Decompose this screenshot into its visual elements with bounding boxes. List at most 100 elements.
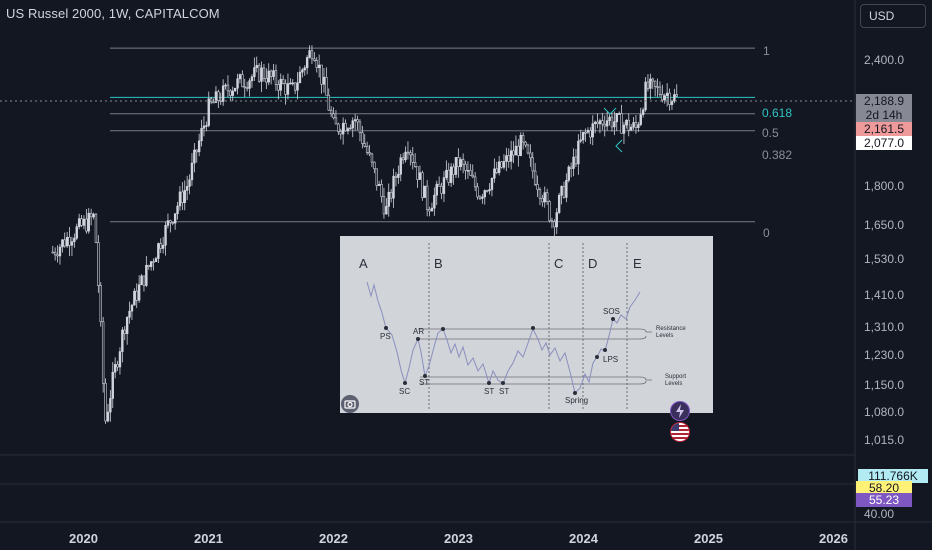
- candle-up: [317, 64, 321, 68]
- point-label-ps: PS: [380, 332, 391, 341]
- candle-up: [248, 80, 251, 89]
- point-label-ar: AR: [413, 327, 425, 336]
- candle-down: [152, 261, 155, 263]
- indicator-value-tag: 58.20: [856, 481, 912, 495]
- candle-up: [272, 70, 275, 77]
- resistance-levels-label: Resistance Levels: [656, 326, 686, 339]
- candle-down: [495, 168, 498, 173]
- candle-up: [164, 225, 167, 246]
- candle-up: [255, 65, 258, 69]
- candle-down: [589, 130, 592, 138]
- candle-down: [473, 176, 477, 188]
- candle-up: [445, 169, 448, 178]
- candle-up: [560, 186, 563, 196]
- candle-up: [593, 121, 597, 125]
- price-tick: 1,150.0: [864, 378, 905, 392]
- candle-up: [109, 398, 112, 413]
- candle-down: [97, 242, 100, 286]
- low-price-tag: 2,161.5: [856, 122, 912, 136]
- candle-down: [56, 254, 59, 257]
- date-tick: 2022: [319, 531, 348, 546]
- candle-down: [471, 174, 474, 178]
- candle-up: [555, 212, 558, 228]
- drawing-marker: [603, 107, 617, 115]
- candle-up: [92, 213, 95, 218]
- candle-down: [243, 86, 246, 89]
- candle-down: [440, 185, 443, 194]
- candle-down: [394, 175, 398, 178]
- lightning-icon[interactable]: [670, 401, 690, 421]
- candle-up: [483, 190, 486, 198]
- candle-down: [574, 156, 578, 165]
- candle-up: [61, 239, 64, 248]
- candle-up: [125, 316, 129, 334]
- candle-up: [605, 120, 609, 127]
- candle-up: [608, 116, 611, 121]
- candle-down: [464, 163, 467, 171]
- candle-down: [361, 132, 364, 144]
- fibonacci-retracement[interactable]: [110, 47, 755, 223]
- candle-down: [541, 197, 544, 203]
- currency-selector[interactable]: USD: [860, 4, 926, 28]
- candle-up: [454, 157, 458, 175]
- candle-down: [329, 109, 333, 115]
- candle-up: [490, 177, 494, 190]
- candle-up: [543, 192, 546, 203]
- candle-up: [649, 78, 652, 89]
- price-tick: 1,410.0: [864, 288, 905, 302]
- candle-up: [200, 128, 203, 142]
- candle-up: [341, 122, 345, 135]
- candle-up: [430, 207, 434, 212]
- candle-down: [334, 117, 338, 125]
- volume-tag: 111.766K: [858, 469, 928, 483]
- candle-down: [653, 80, 657, 87]
- candle-down: [389, 191, 393, 199]
- price-tick: 1,800.0: [864, 179, 905, 193]
- candle-down: [325, 76, 328, 96]
- price-tick: 1,530.0: [864, 252, 905, 266]
- candle-up: [632, 122, 635, 128]
- countdown-tag: 2d 14h: [856, 108, 912, 122]
- candle-up: [260, 67, 263, 82]
- candle-up: [207, 98, 210, 126]
- phase-label-d: D: [588, 256, 598, 271]
- candle-down: [356, 119, 359, 123]
- candle-down: [627, 119, 630, 131]
- candle-down: [337, 123, 340, 132]
- candle-up: [392, 175, 395, 199]
- candle-down: [293, 82, 297, 91]
- candle-up: [399, 157, 402, 175]
- candle-down: [195, 149, 198, 153]
- candle-up: [149, 261, 153, 267]
- candle-down: [257, 65, 261, 82]
- phase-label-e: E: [633, 256, 642, 271]
- candle-down: [284, 83, 287, 95]
- candle-up: [670, 100, 674, 105]
- camera-icon[interactable]: [341, 395, 359, 413]
- date-tick: 2021: [194, 531, 223, 546]
- candle-up: [613, 121, 616, 128]
- candle-down: [603, 123, 606, 127]
- candle-up: [238, 74, 242, 80]
- candle-down: [85, 218, 88, 232]
- candle-up: [377, 184, 381, 186]
- candle-up: [178, 191, 182, 207]
- candle-up: [202, 125, 206, 129]
- fib-label-1: 1: [763, 44, 770, 58]
- candle-down: [68, 236, 71, 246]
- chart-title[interactable]: US Russel 2000, 1W, CAPITALCOM: [6, 6, 220, 21]
- flag-icon[interactable]: [670, 422, 690, 442]
- candle-up: [591, 123, 594, 138]
- candle-down: [469, 170, 472, 176]
- candle-down: [135, 290, 138, 301]
- candle-down: [320, 64, 323, 85]
- price-tick: 1,310.0: [864, 320, 905, 334]
- candle-up: [118, 351, 122, 368]
- candle-up: [291, 82, 294, 85]
- candle-down: [517, 145, 520, 156]
- candle-down: [241, 74, 244, 88]
- candle-up: [641, 109, 645, 115]
- candle-up: [176, 205, 179, 214]
- fib-label-05: 0.5: [762, 126, 779, 140]
